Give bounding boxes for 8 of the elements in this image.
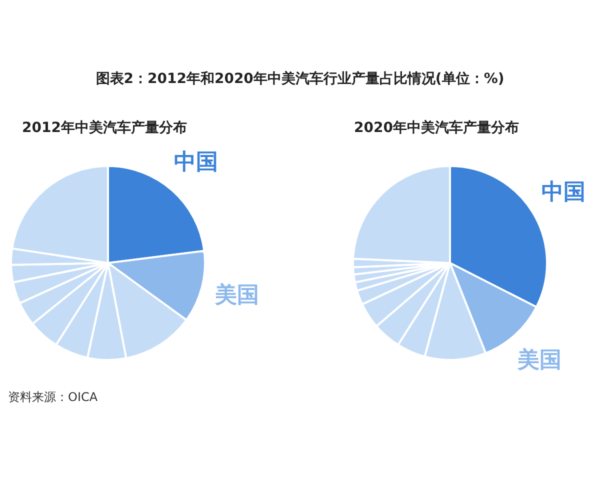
- text: 图表2：2012年和2020年中美汽车行业产量占比情况(单位：%): [94, 70, 506, 88]
- slice-label: 中国: [541, 180, 586, 206]
- slice-label: 美国: [516, 347, 562, 374]
- slice-label: 美国: [214, 282, 259, 308]
- chart-subtitle: 2020年中美汽车产量分布: [354, 119, 519, 137]
- text: 资料来源：OICA: [8, 389, 98, 406]
- slice-label: 中国: [174, 150, 218, 175]
- chart-subtitle: 2012年中美汽车产量分布: [22, 119, 187, 137]
